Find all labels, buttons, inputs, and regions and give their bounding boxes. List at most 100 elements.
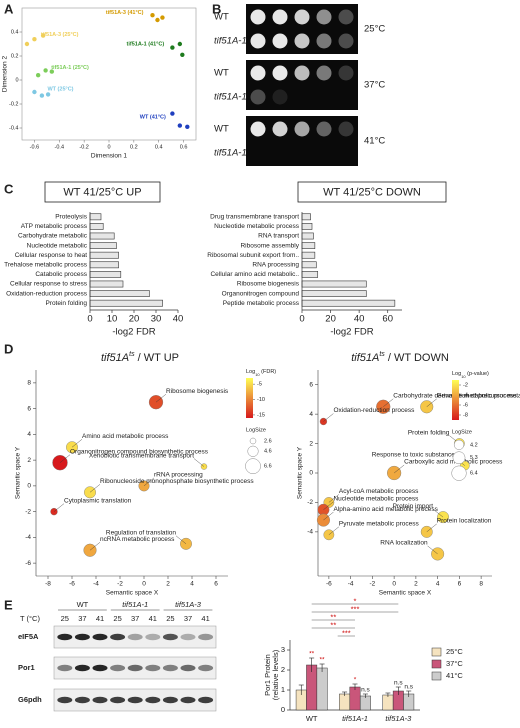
bubble-label: Protein import bbox=[393, 503, 434, 510]
size-key bbox=[453, 439, 465, 450]
blot bbox=[53, 625, 217, 649]
y-tick-label: -0.4 bbox=[9, 125, 18, 131]
point bbox=[45, 92, 51, 97]
spot bbox=[294, 9, 310, 25]
point bbox=[32, 37, 37, 42]
legend-label: 25°C bbox=[446, 647, 463, 656]
color-legend-title: Log10 (FDR) bbox=[246, 369, 276, 376]
title-part: tif51A bbox=[351, 352, 379, 364]
temperature-label: 41°C bbox=[364, 136, 385, 147]
title-part: tif51A bbox=[101, 352, 129, 364]
bubble-label: Protein localization bbox=[437, 518, 492, 525]
y-tick-label: 1 bbox=[281, 685, 285, 694]
leader-line bbox=[328, 526, 339, 535]
colorbar bbox=[452, 380, 459, 420]
legend-swatch bbox=[431, 659, 442, 669]
band bbox=[110, 664, 126, 672]
band bbox=[145, 696, 161, 704]
bar bbox=[301, 299, 396, 307]
bar bbox=[89, 290, 150, 297]
colorbar-tick-label: -8 bbox=[463, 412, 468, 418]
band bbox=[198, 664, 214, 672]
y-tick-label: 6 bbox=[27, 405, 31, 412]
series-label: tif51A-1 (41°C) bbox=[127, 41, 165, 47]
colorbar bbox=[246, 378, 253, 418]
y-tick-label: -0.2 bbox=[9, 101, 18, 107]
category-label: Cellular response to heat bbox=[15, 252, 87, 259]
legend-swatch bbox=[431, 647, 442, 657]
bar bbox=[89, 223, 104, 230]
size-key-label: 2.6 bbox=[264, 438, 272, 444]
y-tick-label: 0 bbox=[309, 470, 313, 477]
bar bbox=[301, 242, 316, 249]
strain-label: tif51A-1 bbox=[214, 92, 247, 103]
bubble-label: Amino acid metabolic process bbox=[82, 433, 169, 440]
leader-line bbox=[89, 484, 101, 493]
bubble-label: RNA localization bbox=[380, 540, 428, 547]
point bbox=[32, 89, 37, 95]
x-tick-label: 0.4 bbox=[155, 144, 163, 150]
y-tick-label: 6 bbox=[309, 381, 313, 388]
category-label: Protein folding bbox=[45, 300, 87, 307]
significance-label: ** bbox=[330, 612, 336, 621]
series-label: WT (25°C) bbox=[47, 86, 73, 92]
size-legend-title: LogSize bbox=[246, 427, 266, 433]
y-tick-label: 8 bbox=[27, 380, 31, 387]
panel-label: C bbox=[4, 181, 14, 196]
x-tick-label: -8 bbox=[45, 581, 51, 588]
x-tick-label: 0 bbox=[107, 144, 110, 150]
x-tick-label: 2 bbox=[166, 581, 170, 588]
band bbox=[74, 633, 90, 641]
leader-line bbox=[175, 535, 187, 544]
title-part: ts bbox=[379, 351, 385, 358]
band bbox=[198, 696, 214, 704]
x-tick-label: 6 bbox=[458, 581, 462, 588]
leader-line bbox=[394, 464, 405, 474]
legend-part: Log bbox=[246, 369, 255, 375]
strain-label: WT bbox=[214, 68, 229, 79]
lane-temperature: 37 bbox=[131, 614, 139, 623]
bubble-label: rRNA processing bbox=[154, 472, 203, 479]
spot bbox=[272, 65, 288, 81]
lane-temperature: 37 bbox=[78, 614, 86, 623]
size-key-label: 4.6 bbox=[264, 449, 272, 455]
strain-header: tif51A-1 bbox=[122, 600, 148, 609]
band bbox=[74, 664, 90, 672]
x-tick-label: 0.2 bbox=[130, 144, 138, 150]
category-label: Drug transmembrane transport bbox=[210, 214, 299, 221]
category-label: Nucleotide metabolic process bbox=[214, 223, 300, 230]
leader-line bbox=[432, 508, 444, 518]
bar-annotation: ** bbox=[309, 651, 315, 658]
x-tick-label: tif51A-1 bbox=[342, 714, 368, 723]
x-tick-label: 60 bbox=[382, 314, 393, 325]
y-axis-label: Semantic space Y bbox=[297, 446, 304, 499]
x-tick-label: WT bbox=[306, 714, 318, 723]
bubble-label: Oxidation-reduction process bbox=[333, 407, 415, 414]
category-label: ATP metabolic process bbox=[21, 223, 88, 230]
band bbox=[198, 633, 214, 641]
category-label: Catabolic process bbox=[35, 271, 87, 278]
spot bbox=[294, 33, 310, 49]
legend-part: 10 bbox=[461, 374, 466, 379]
title-part: / WT DOWN bbox=[385, 352, 449, 364]
point bbox=[170, 111, 175, 116]
y-tick-label: 2 bbox=[309, 440, 313, 447]
colorbar-tick-label: -4 bbox=[463, 392, 468, 398]
band bbox=[162, 633, 178, 641]
band bbox=[127, 633, 143, 641]
bar bbox=[301, 280, 367, 288]
point bbox=[177, 41, 183, 47]
band bbox=[110, 696, 126, 704]
y-tick-label: 3 bbox=[281, 645, 285, 654]
category-label: RNA transport bbox=[258, 233, 299, 240]
point bbox=[40, 33, 46, 38]
bubble-label: Response to toxic substance bbox=[372, 451, 455, 458]
y-tick-label: 2 bbox=[281, 665, 285, 674]
y-tick-label: 4 bbox=[309, 411, 313, 418]
category-label: Peptide metabolic process bbox=[223, 300, 300, 307]
band bbox=[180, 696, 196, 704]
legend-part: Log bbox=[452, 371, 461, 377]
y-tick-label: 4 bbox=[27, 431, 31, 438]
lane-temperature: 41 bbox=[96, 614, 104, 623]
significance-label: *** bbox=[342, 628, 351, 637]
